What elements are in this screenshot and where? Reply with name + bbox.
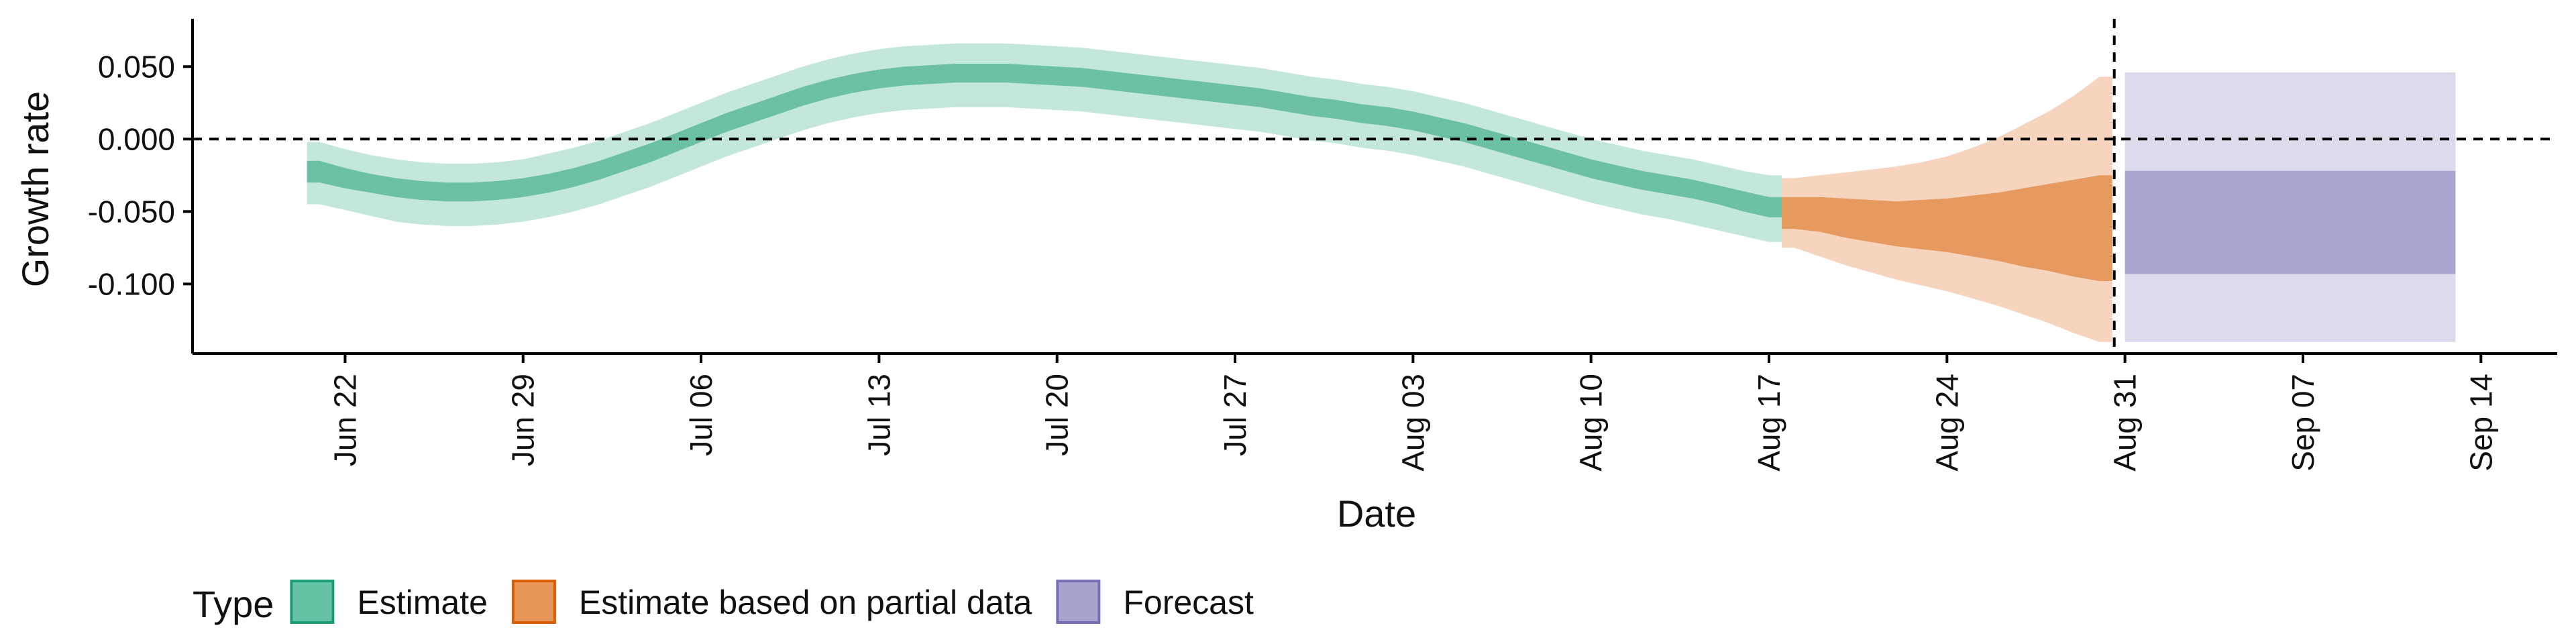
legend-label: Forecast <box>1123 584 1254 621</box>
legend-swatch <box>290 580 335 624</box>
x-ticks: Jun 22 Jun 29 Jul 06 Jul 13 Jul 20 Jul 27 Aug … <box>327 354 2498 472</box>
x-tick-label: Aug 10 <box>1574 374 1609 472</box>
x-axis-title: Date <box>1337 492 1416 535</box>
x-tick-label: Jul 06 <box>684 374 718 456</box>
y-ticks: 0.050 0.000 -0.050 -0.100 <box>88 49 193 301</box>
legend-swatch <box>1056 580 1101 624</box>
band-50-forecast <box>2125 170 2456 274</box>
y-tick-label: -0.100 <box>88 266 175 301</box>
reference-lines <box>193 19 2557 354</box>
x-tick-label: Aug 17 <box>1752 374 1786 472</box>
legend: Type Estimate Estimate based on partial d… <box>193 580 1254 625</box>
x-tick-label: Jul 13 <box>861 374 896 456</box>
legend-item-forecast: Forecast <box>1056 580 1254 624</box>
legend-swatch <box>511 580 556 624</box>
x-tick-label: Aug 24 <box>1929 374 1964 472</box>
estimate-bands <box>307 43 2456 342</box>
band-50-estimate <box>307 64 1782 217</box>
x-tick-label: Jun 29 <box>506 374 541 466</box>
legend-item-estimate-based-on-partial-data: Estimate based on partial data <box>511 580 1032 624</box>
y-tick-label: -0.050 <box>88 194 175 229</box>
axes <box>191 19 2557 355</box>
x-tick-label: Jun 22 <box>327 374 362 466</box>
series-estimate-based-on-partial-data <box>1782 76 2112 342</box>
x-tick-label: Jul 27 <box>1218 374 1252 456</box>
y-tick-label: 0.050 <box>98 49 175 84</box>
series-estimate <box>307 43 1782 242</box>
x-tick-label: Jul 20 <box>1040 374 1075 456</box>
band-50-estimate-based-on-partial-data <box>1782 175 2112 281</box>
x-tick-label: Sep 07 <box>2286 374 2320 472</box>
band-90-estimate <box>307 43 1782 242</box>
series-forecast <box>2125 72 2456 342</box>
legend-item-estimate: Estimate <box>290 580 488 624</box>
legend-label: Estimate based on partial data <box>579 584 1032 621</box>
y-axis-title: Growth rate <box>14 91 56 288</box>
x-tick-label: Aug 03 <box>1395 374 1430 472</box>
legend-label: Estimate <box>357 584 488 621</box>
x-tick-label: Sep 14 <box>2463 374 2498 472</box>
y-tick-label: 0.000 <box>98 121 175 156</box>
legend-title: Type <box>193 583 274 625</box>
x-tick-label: Aug 31 <box>2108 374 2143 472</box>
